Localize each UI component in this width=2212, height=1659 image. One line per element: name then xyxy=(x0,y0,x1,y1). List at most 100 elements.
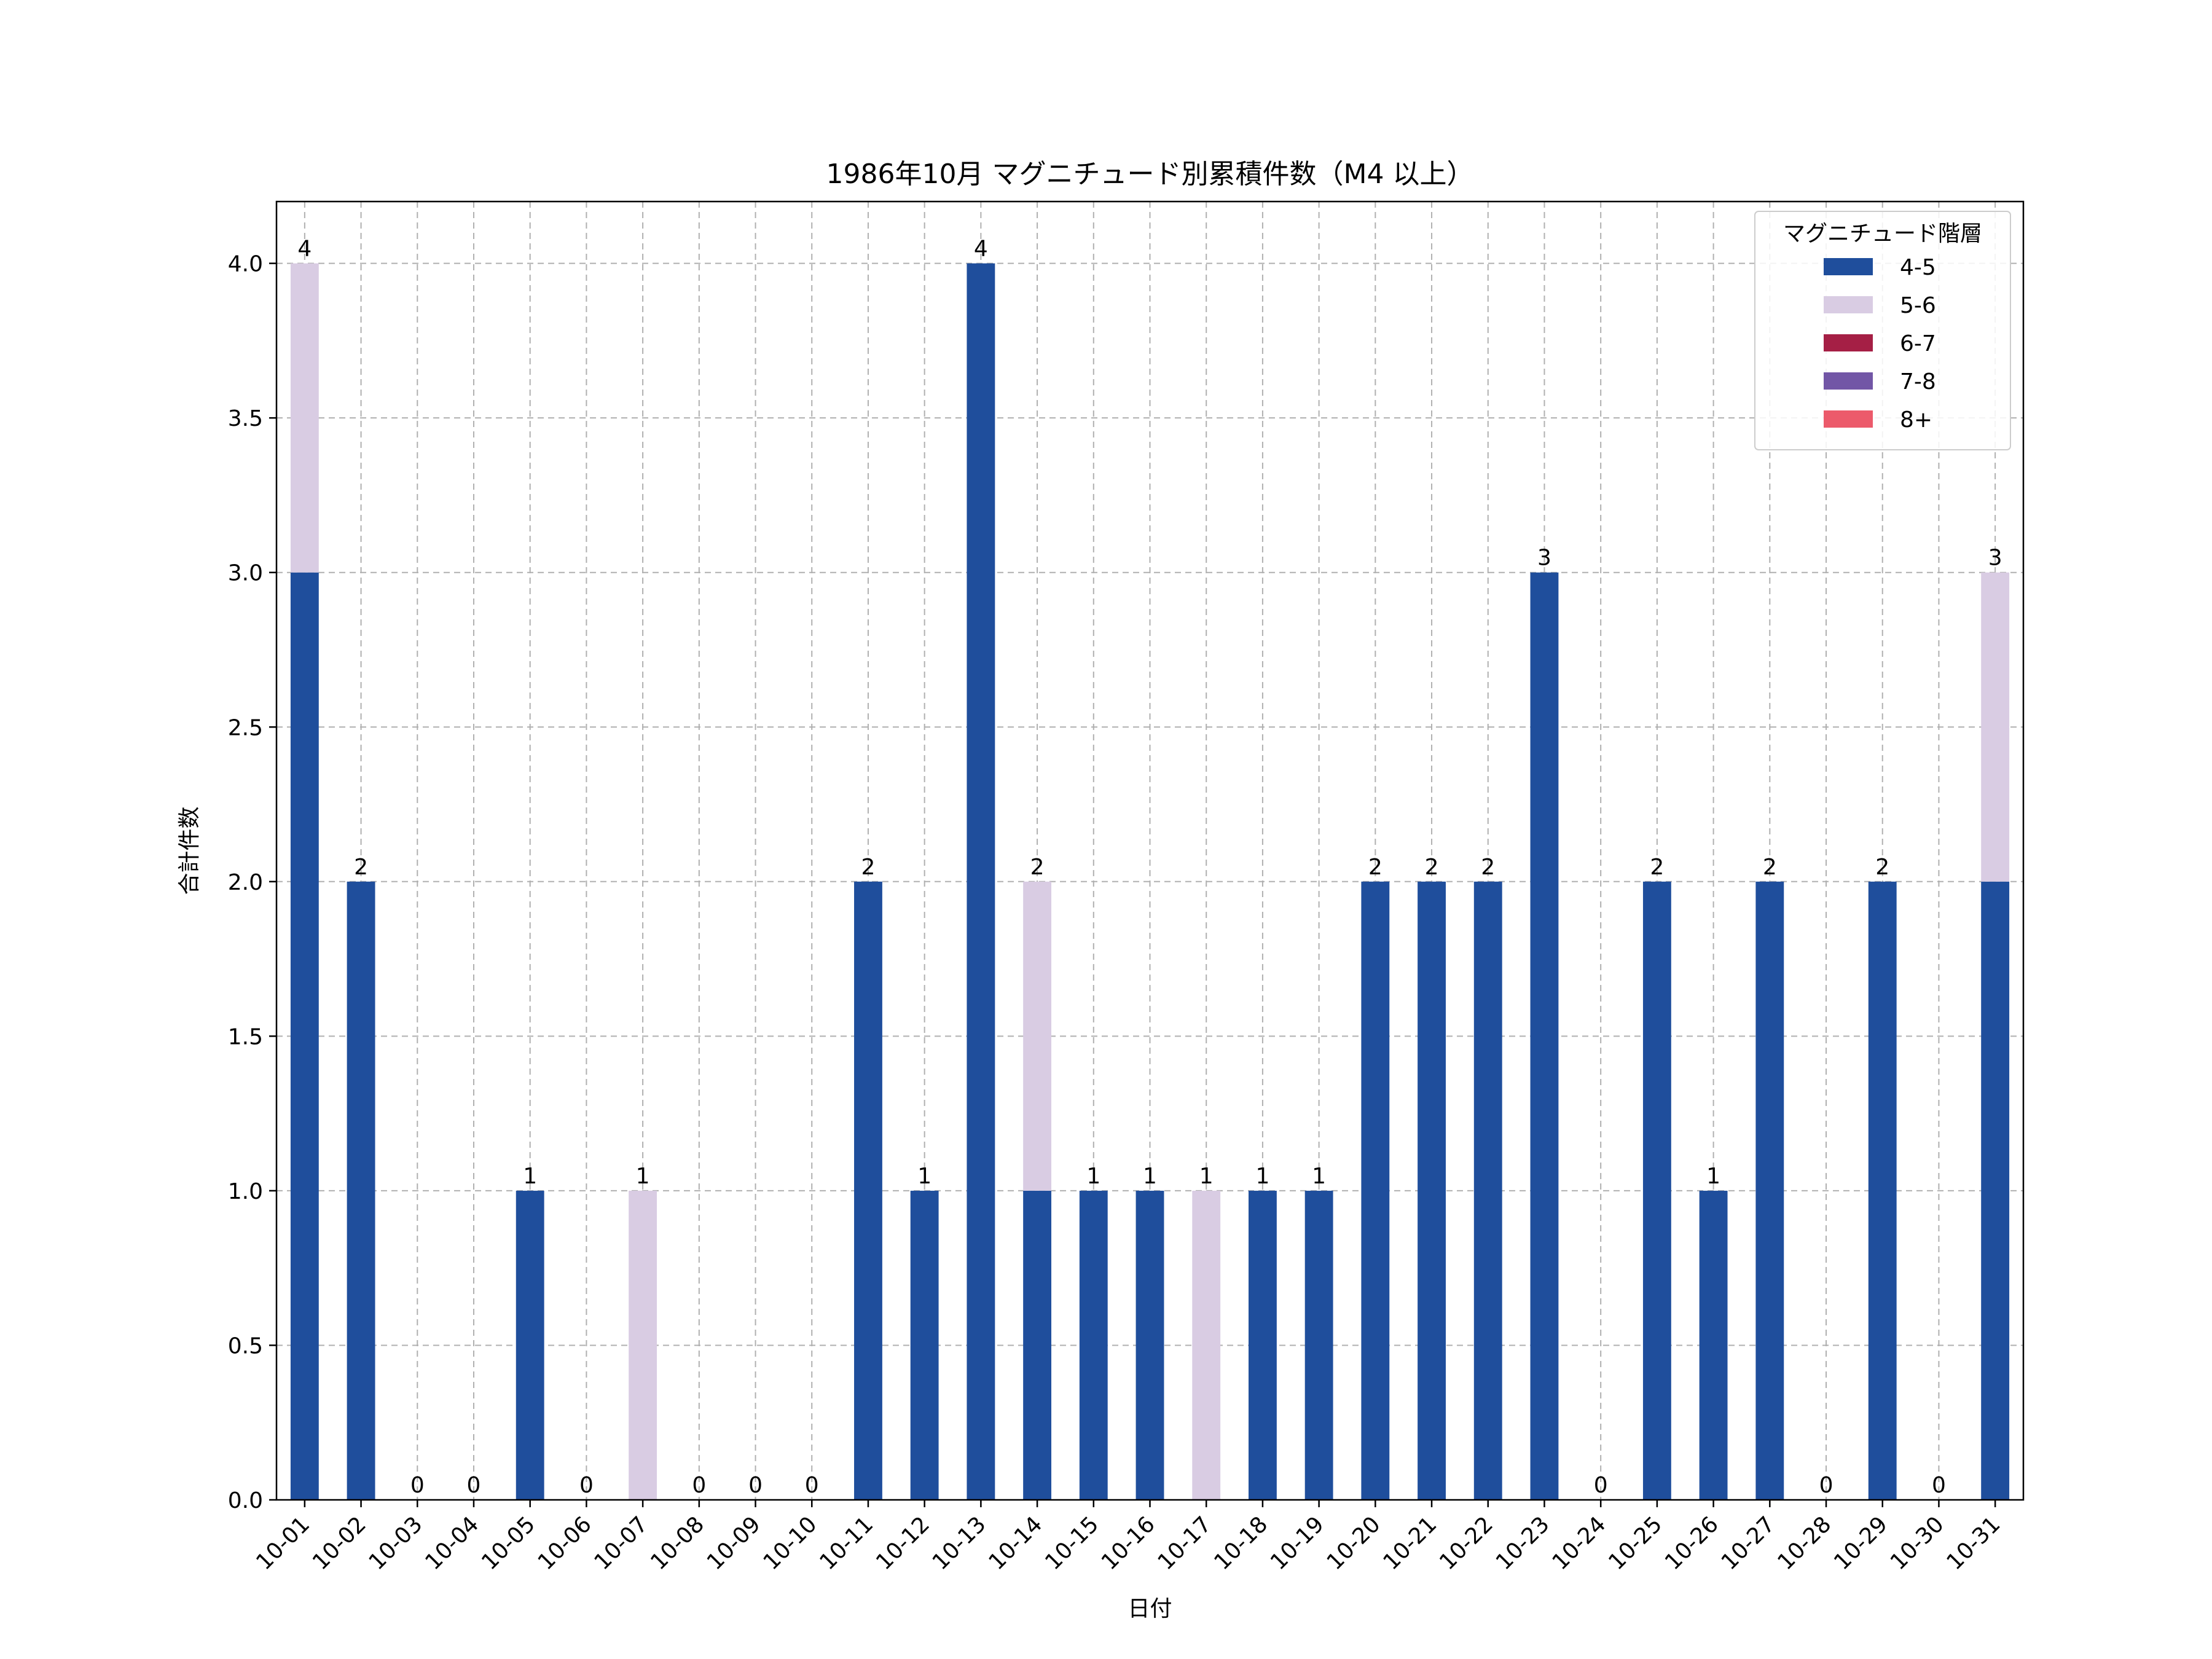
bar-segment-5-6 xyxy=(290,263,319,573)
bar-total-label: 4 xyxy=(297,237,312,262)
bar-total-label: 2 xyxy=(1368,855,1382,880)
legend-entry-label: 6-7 xyxy=(1900,331,1936,356)
x-tick-label: 10-01 xyxy=(251,1512,315,1575)
bar-total-label: 2 xyxy=(1030,855,1045,880)
x-tick-label: 10-17 xyxy=(1153,1512,1217,1575)
legend-entry-label: 8+ xyxy=(1900,407,1932,433)
bar-segment-4-5 xyxy=(516,1190,544,1500)
x-axis: 10-0110-0210-0310-0410-0510-0610-0710-08… xyxy=(251,1500,2006,1575)
x-tick-label: 10-03 xyxy=(364,1512,428,1575)
x-tick-label: 10-19 xyxy=(1266,1512,1329,1575)
bar-total-label: 1 xyxy=(1143,1164,1157,1189)
y-tick-label: 0.5 xyxy=(228,1333,263,1359)
legend-box xyxy=(1754,211,2011,450)
x-tick-label: 10-26 xyxy=(1660,1512,1724,1575)
bar-segment-4-5 xyxy=(1699,1190,1728,1500)
bar-total-label: 2 xyxy=(861,855,875,880)
x-tick-label: 10-23 xyxy=(1491,1512,1555,1575)
x-tick-label: 10-07 xyxy=(590,1512,653,1575)
bar-segment-4-5 xyxy=(290,572,319,1500)
legend-swatch xyxy=(1824,372,1873,390)
bar-segment-4-5 xyxy=(1473,881,1502,1500)
bar-total-label: 2 xyxy=(1481,855,1495,880)
y-tick-label: 0.0 xyxy=(228,1488,263,1513)
bar-segment-4-5 xyxy=(1304,1190,1333,1500)
bar-segment-4-5 xyxy=(1079,1190,1108,1500)
bar-segment-4-5 xyxy=(1023,1190,1052,1500)
bar-total-label: 0 xyxy=(692,1473,706,1498)
x-tick-label: 10-09 xyxy=(702,1512,766,1575)
legend-swatch xyxy=(1824,334,1873,351)
bar-segment-4-5 xyxy=(854,881,882,1500)
bar-total-label: 0 xyxy=(1594,1473,1608,1498)
bar-total-label: 1 xyxy=(1086,1164,1100,1189)
y-axis-label: 合計件数 xyxy=(177,806,202,895)
data-labels: 4 2 0 0 1 0 1 0 0 0 2 1 4 2 1 1 1 1 1 2 2 2 3 0 2 1 2 0 2 0 3 xyxy=(297,237,2002,1498)
x-tick-label: 10-24 xyxy=(1548,1512,1611,1575)
bar-total-label: 1 xyxy=(523,1164,537,1189)
x-tick-label: 10-10 xyxy=(759,1512,822,1575)
x-tick-label: 10-22 xyxy=(1435,1512,1498,1575)
bar-segment-5-6 xyxy=(1981,572,2010,882)
x-tick-label: 10-28 xyxy=(1773,1512,1836,1575)
bar-total-label: 4 xyxy=(974,237,988,262)
bar-total-label: 0 xyxy=(410,1473,425,1498)
legend-swatch xyxy=(1824,296,1873,313)
y-tick-label: 4.0 xyxy=(228,252,263,277)
bar-segment-4-5 xyxy=(1248,1190,1277,1500)
y-tick-label: 2.5 xyxy=(228,715,263,740)
bar-total-label: 1 xyxy=(1706,1164,1720,1189)
legend: マグニチュード階層 4-5 5-6 6-7 7-8 8+ xyxy=(1754,211,2011,450)
bar-segment-4-5 xyxy=(347,881,375,1500)
y-tick-label: 2.0 xyxy=(228,870,263,895)
bar-total-label: 1 xyxy=(1312,1164,1326,1189)
x-tick-label: 10-30 xyxy=(1886,1512,1949,1575)
x-tick-label: 10-29 xyxy=(1829,1512,1892,1575)
bar-segment-4-5 xyxy=(967,263,995,1500)
x-tick-label: 10-18 xyxy=(1209,1512,1273,1575)
bar-segment-5-6 xyxy=(1023,881,1052,1191)
bars xyxy=(290,263,2010,1500)
y-tick-label: 1.5 xyxy=(228,1024,263,1049)
bar-total-label: 1 xyxy=(636,1164,650,1189)
bar-total-label: 2 xyxy=(354,855,368,880)
bar-segment-5-6 xyxy=(629,1190,657,1500)
bar-total-label: 1 xyxy=(1199,1164,1214,1189)
bar-segment-4-5 xyxy=(1642,881,1671,1500)
bar-total-label: 1 xyxy=(917,1164,931,1189)
bar-segment-4-5 xyxy=(1755,881,1784,1500)
y-tick-label: 1.0 xyxy=(228,1179,263,1204)
bar-total-label: 0 xyxy=(1819,1473,1834,1498)
bar-total-label: 0 xyxy=(579,1473,594,1498)
legend-entry-label: 7-8 xyxy=(1900,369,1936,394)
x-tick-label: 10-15 xyxy=(1040,1512,1104,1575)
y-axis: 0.0 0.5 1.0 1.5 2.0 2.5 3.0 3.5 4.0 xyxy=(228,252,276,1513)
bar-segment-4-5 xyxy=(1530,572,1559,1500)
x-tick-label: 10-05 xyxy=(477,1512,540,1575)
legend-entry-label: 4-5 xyxy=(1900,255,1936,280)
bar-total-label: 3 xyxy=(1988,546,2002,571)
legend-entry-label: 5-6 xyxy=(1900,293,1936,318)
x-tick-label: 10-11 xyxy=(815,1512,878,1575)
bar-total-label: 0 xyxy=(467,1473,481,1498)
bar-total-label: 2 xyxy=(1875,855,1889,880)
x-tick-label: 10-20 xyxy=(1322,1512,1386,1575)
x-tick-label: 10-06 xyxy=(533,1512,597,1575)
legend-swatch xyxy=(1824,258,1873,275)
bar-segment-4-5 xyxy=(1418,881,1446,1500)
chart-title: 1986年10月 マグニチュード別累積件数（M4 以上） xyxy=(826,159,1474,190)
bar-total-label: 1 xyxy=(1255,1164,1269,1189)
bar-total-label: 0 xyxy=(805,1473,819,1498)
bar-segment-4-5 xyxy=(1981,881,2010,1500)
x-tick-label: 10-08 xyxy=(646,1512,709,1575)
x-tick-label: 10-16 xyxy=(1097,1512,1160,1575)
x-tick-label: 10-12 xyxy=(871,1512,935,1575)
x-tick-label: 10-02 xyxy=(308,1512,371,1575)
legend-swatch xyxy=(1824,410,1873,428)
bar-total-label: 0 xyxy=(1932,1473,1946,1498)
bar-total-label: 2 xyxy=(1650,855,1664,880)
bar-total-label: 3 xyxy=(1537,546,1551,571)
x-axis-label: 日付 xyxy=(1128,1596,1172,1622)
bar-segment-4-5 xyxy=(1361,881,1390,1500)
